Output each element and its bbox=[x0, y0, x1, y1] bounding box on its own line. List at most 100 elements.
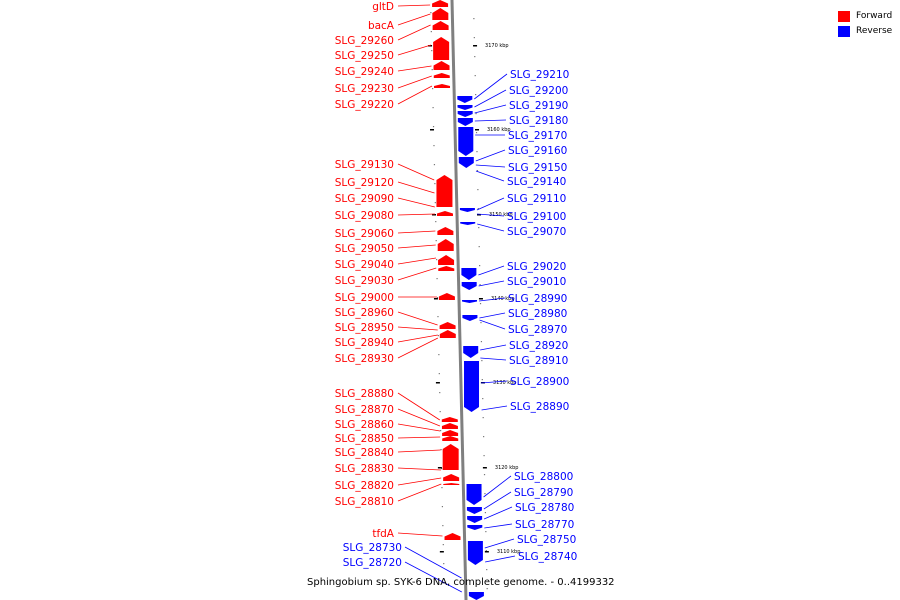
forward-gene-feature bbox=[433, 73, 450, 78]
minor-tick-right bbox=[483, 436, 485, 438]
forward-gene-leader bbox=[397, 4, 431, 7]
scale-tick-mark bbox=[482, 467, 487, 469]
minor-tick-left bbox=[430, 12, 432, 14]
scale-tick-mark bbox=[437, 467, 442, 469]
forward-gene-leader bbox=[397, 311, 438, 326]
minor-tick-left bbox=[431, 69, 433, 71]
scale-tick-label: 3110 kbp bbox=[497, 549, 521, 555]
reverse-gene-leader bbox=[475, 164, 506, 168]
minor-tick-right bbox=[478, 246, 480, 248]
reverse-gene-feature bbox=[461, 282, 477, 290]
forward-gene-leader bbox=[397, 213, 436, 216]
legend-forward-swatch bbox=[838, 10, 850, 22]
minor-tick-right bbox=[482, 417, 484, 419]
scale-tick-mark bbox=[439, 551, 444, 553]
minor-tick-right bbox=[482, 398, 484, 400]
minor-tick-left bbox=[434, 183, 436, 185]
scale-tick-mark bbox=[433, 298, 438, 300]
minor-tick-right bbox=[481, 379, 483, 381]
reverse-gene-feature bbox=[468, 592, 484, 600]
minor-tick-right bbox=[484, 493, 486, 495]
forward-gene-leader bbox=[397, 181, 435, 194]
reverse-gene-label: SLG_28980 bbox=[508, 308, 567, 320]
forward-gene-label: SLG_29220 bbox=[335, 99, 394, 111]
reverse-gene-label: SLG_29210 bbox=[510, 69, 569, 81]
scale-tick-mark bbox=[428, 45, 433, 47]
reverse-gene-feature bbox=[457, 118, 473, 126]
forward-gene-feature bbox=[443, 474, 460, 481]
reverse-gene-feature bbox=[467, 525, 483, 530]
minor-tick-left bbox=[436, 278, 438, 280]
forward-gene-label: SLG_28810 bbox=[335, 496, 394, 508]
forward-gene-label: SLG_29000 bbox=[335, 292, 394, 304]
forward-gene-feature bbox=[432, 0, 449, 7]
reverse-gene-leader bbox=[478, 280, 505, 287]
reverse-gene-label: SLG_29010 bbox=[507, 276, 566, 288]
minor-tick-right bbox=[477, 208, 479, 210]
scale-tick-label: 3140 kbp bbox=[491, 296, 515, 302]
forward-gene-leader bbox=[397, 244, 436, 249]
reverse-gene-leader bbox=[474, 73, 508, 100]
reverse-gene-leader bbox=[481, 405, 508, 411]
reverse-gene-label: SLG_29200 bbox=[509, 85, 568, 97]
reverse-gene-leader bbox=[478, 297, 506, 302]
forward-gene-label: SLG_29080 bbox=[335, 210, 394, 222]
legend-forward-label: Forward bbox=[856, 11, 893, 21]
minor-tick-right bbox=[476, 170, 479, 172]
reverse-gene-feature bbox=[467, 516, 483, 523]
forward-gene-label: SLG_29230 bbox=[335, 83, 394, 95]
minor-tick-right bbox=[486, 569, 488, 571]
minor-tick-right bbox=[479, 284, 481, 286]
forward-gene-label: SLG_28850 bbox=[335, 433, 394, 445]
minor-tick-right bbox=[479, 303, 482, 305]
minor-tick-right bbox=[473, 37, 475, 39]
reverse-gene-leader bbox=[480, 380, 508, 384]
minor-tick-left bbox=[432, 88, 434, 90]
reverse-gene-label: SLG_29170 bbox=[508, 130, 567, 142]
scale-tick-mark bbox=[430, 129, 435, 131]
minor-tick-left bbox=[440, 449, 442, 451]
scale-tick-mark bbox=[431, 214, 436, 216]
forward-gene-leader bbox=[397, 44, 432, 56]
minor-tick-right bbox=[473, 18, 475, 20]
forward-gene-leader bbox=[397, 408, 441, 427]
forward-gene-leader bbox=[397, 163, 435, 181]
forward-gene-feature bbox=[441, 423, 458, 429]
reverse-gene-leader bbox=[483, 506, 513, 520]
reverse-gene-label: SLG_29150 bbox=[508, 162, 567, 174]
forward-gene-leader bbox=[397, 267, 437, 281]
reverse-gene-label: SLG_28800 bbox=[514, 471, 573, 483]
forward-gene-feature bbox=[442, 430, 459, 436]
forward-gene-label: SLG_29120 bbox=[335, 177, 394, 189]
reverse-gene-leader bbox=[476, 197, 505, 211]
minor-tick-left bbox=[432, 126, 435, 128]
scale-tick-label: 3120 kbp bbox=[495, 465, 519, 471]
forward-gene-label: SLG_28860 bbox=[335, 419, 394, 431]
minor-tick-right bbox=[475, 94, 477, 96]
forward-gene-label: SLG_28840 bbox=[335, 447, 394, 459]
scale-tick-label: 3130 kbp bbox=[493, 380, 517, 386]
reverse-gene-feature bbox=[459, 208, 475, 212]
reverse-gene-leader bbox=[480, 344, 507, 351]
reverse-gene-label: SLG_28790 bbox=[514, 487, 573, 499]
reverse-gene-leader bbox=[477, 223, 505, 232]
reverse-gene-label: SLG_28780 bbox=[515, 502, 574, 514]
reverse-gene-feature bbox=[460, 222, 476, 225]
forward-gene-feature bbox=[434, 84, 451, 88]
scale-tick-mark bbox=[484, 551, 489, 553]
reverse-gene-leader bbox=[404, 561, 463, 593]
forward-gene-label: SLG_29060 bbox=[335, 228, 394, 240]
forward-gene-label: SLG_29030 bbox=[335, 275, 394, 287]
minor-tick-left bbox=[438, 354, 440, 356]
minor-tick-left bbox=[442, 525, 444, 527]
forward-gene-feature bbox=[439, 330, 456, 338]
reverse-gene-feature bbox=[464, 361, 480, 412]
reverse-gene-leader bbox=[474, 89, 507, 108]
genome-backbone bbox=[450, 0, 468, 600]
forward-gene-feature bbox=[438, 293, 455, 300]
reverse-gene-label: SLG_29020 bbox=[507, 261, 566, 273]
forward-gene-leader bbox=[397, 197, 435, 208]
reverse-gene-feature bbox=[466, 484, 482, 505]
minor-tick-right bbox=[477, 189, 479, 191]
scale-tick-mark bbox=[476, 214, 481, 216]
